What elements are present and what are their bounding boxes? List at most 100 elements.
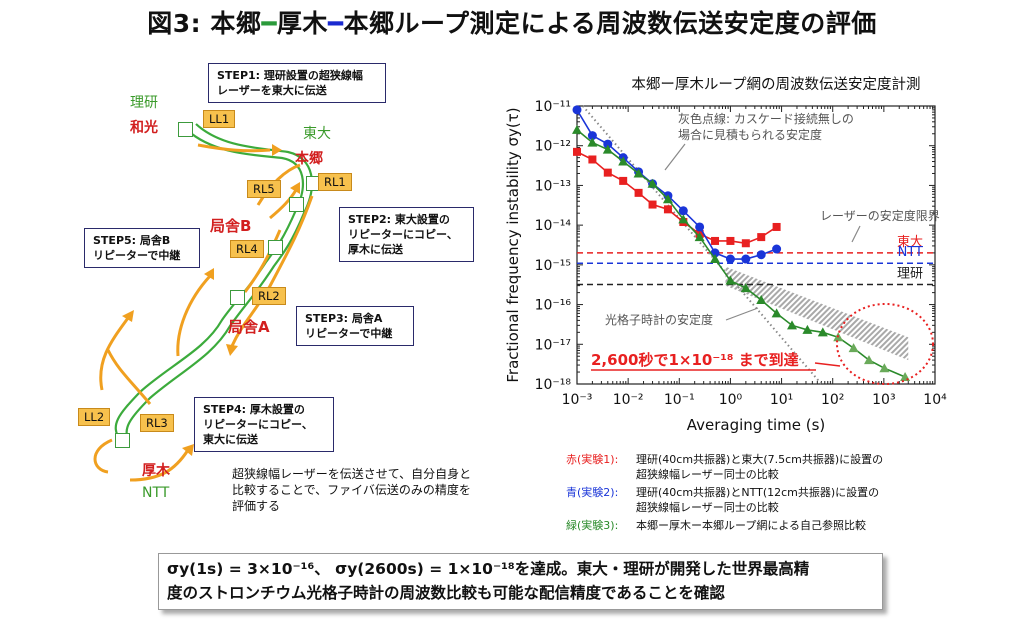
- data-point-red: [772, 222, 781, 231]
- y-tick-label: 10⁻¹⁵: [535, 258, 571, 274]
- x-tick-label: 10⁴: [923, 392, 947, 408]
- chart-title: 本郷ー厚木ループ網の周波数伝送安定度計測: [631, 76, 920, 93]
- data-point-red: [588, 155, 597, 164]
- step1-box: STEP1: 理研設置の超狭線幅 レーザーを東大に伝送: [208, 63, 386, 103]
- data-point-green: [647, 178, 658, 188]
- annotation-reached: 2,600秒で1×10⁻¹⁸ まで到達: [591, 351, 799, 369]
- data-point-red: [603, 168, 612, 177]
- node-wako: [178, 122, 193, 137]
- step2-line1: STEP2: 東大設置の: [348, 213, 450, 226]
- lattice-clock-band: [725, 266, 909, 361]
- data-point-green: [678, 214, 689, 224]
- data-point-blue: [587, 131, 597, 141]
- x-tick-label: 10²: [821, 392, 844, 408]
- label-kyokusha-b: 局舎B: [210, 217, 252, 235]
- data-point-red: [726, 236, 735, 245]
- x-tick-label: 10⁻³: [562, 392, 593, 408]
- step3-box: STEP3: 局舎A リピーターで中継: [296, 306, 414, 346]
- data-point-blue: [695, 222, 705, 232]
- plot-frame: [576, 105, 936, 385]
- data-point-green: [694, 232, 705, 242]
- step1-line2: レーザーを東大に伝送: [217, 84, 327, 97]
- tag-rl5: RL5: [247, 180, 281, 198]
- cascade-estimate-line: [582, 105, 823, 385]
- data-point-blue: [741, 254, 751, 264]
- data-point-green: [602, 144, 613, 154]
- legend-text-2: 理研(40cm共振器)とNTT(12cm共振器)に設置の 超狭線幅レーザー同士の…: [636, 485, 946, 515]
- data-point-blue: [772, 244, 782, 254]
- limit-label: NTT: [898, 245, 923, 260]
- highlight-circle: [836, 303, 934, 385]
- data-point-green: [725, 275, 736, 285]
- data-point-green: [662, 194, 673, 204]
- step2-box: STEP2: 東大設置の リピーターにコピー、 厚木に伝送: [339, 207, 474, 262]
- data-point-green: [756, 295, 767, 305]
- legend-item-2: 青(実験2): 理研(40cm共振器)とNTT(12cm共振器)に設置の 超狭線…: [566, 485, 879, 514]
- series-line-3: [576, 129, 906, 378]
- data-point-red: [711, 236, 720, 245]
- lattice-pointer: [725, 307, 759, 321]
- label-riken: 理研: [130, 95, 158, 111]
- reached-pointer: [814, 362, 841, 367]
- summary-box: σy(1s) = 3×10⁻¹⁶、 σy(2600s) = 1×10⁻¹⁸を達成…: [158, 553, 883, 610]
- label-ntt: NTT: [142, 485, 170, 501]
- step4-line1: STEP4: 厚木設置の: [203, 403, 305, 416]
- step5-box: STEP5: 局舎B リピーターで中継: [84, 228, 200, 268]
- data-point-green: [710, 254, 721, 264]
- x-tick-label: 10³: [872, 392, 895, 408]
- data-point-green: [587, 137, 598, 147]
- legend-text-1a: 理研(40cm共振器)と東大(7.5cm共振器)に設置の: [636, 453, 884, 466]
- y-tick-label: 10⁻¹¹: [535, 99, 571, 115]
- note-line2: 比較することで、ファイバ伝送のみの精度を: [232, 483, 471, 497]
- data-point-green: [848, 343, 859, 353]
- tag-rl3: RL3: [140, 414, 174, 432]
- data-point-green: [863, 355, 874, 365]
- node-atsugi: [115, 433, 130, 448]
- tag-ll1: LL1: [203, 110, 236, 128]
- step5-line1: STEP5: 局舎B: [93, 234, 171, 247]
- data-point-green: [618, 156, 629, 166]
- y-tick-label: 10⁻¹³: [535, 178, 571, 194]
- data-point-green: [879, 363, 890, 373]
- data-point-blue: [756, 250, 766, 260]
- y-tick-label: 10⁻¹²: [535, 139, 571, 155]
- data-point-green: [572, 124, 582, 134]
- step1-line1: STEP1: 理研設置の超狭線幅: [217, 69, 363, 82]
- x-tick-label: 10⁻²: [613, 392, 644, 408]
- data-point-red: [663, 205, 672, 214]
- legend-label-1: 赤(実験1):: [566, 453, 619, 466]
- tag-rl2: RL2: [252, 287, 286, 305]
- annotation-gray-pointer: [664, 143, 686, 171]
- step3-line1: STEP3: 局舎A: [305, 312, 383, 325]
- annotation-gray-1: 灰色点線: カスケード接続無しの: [678, 111, 854, 126]
- x-tick-label: 10⁰: [719, 392, 743, 408]
- y-tick-label: 10⁻¹⁴: [535, 218, 572, 234]
- data-point-green: [787, 320, 798, 330]
- legend-text-1: 理研(40cm共振器)と東大(7.5cm共振器)に設置の 超狭線幅レーザー同士の…: [636, 452, 946, 482]
- data-point-blue: [725, 254, 735, 264]
- x-axis-label: Averaging time (s): [687, 416, 826, 434]
- label-hongo: 本郷: [295, 151, 323, 167]
- legend-text-2a: 理研(40cm共振器)とNTT(12cm共振器)に設置の: [636, 486, 880, 499]
- fiber-route-diagram: [93, 123, 314, 482]
- legend-label-2: 青(実験2):: [566, 486, 619, 499]
- y-tick-label: 10⁻¹⁷: [535, 337, 571, 353]
- step2-line3: 厚木に伝送: [348, 243, 403, 256]
- node-kyokusha-b: [268, 240, 283, 255]
- node-hongo-2: [289, 197, 304, 212]
- data-point-green: [802, 324, 813, 334]
- y-tick-label: 10⁻¹⁸: [535, 377, 572, 393]
- legend-item-1: 赤(実験1): 理研(40cm共振器)と東大(7.5cm共振器)に設置の 超狭線…: [566, 452, 883, 481]
- diagram-note: 超狭線幅レーザーを伝送させて、自分自身と 比較することで、ファイバ伝送のみの精度…: [232, 466, 471, 514]
- legend-text-2b: 超狭線幅レーザー同士の比較: [636, 501, 779, 514]
- annotation-lattice-clock: 光格子時計の安定度: [605, 312, 713, 327]
- data-point-green: [740, 283, 751, 293]
- data-point-green: [633, 168, 644, 178]
- step3-line2: リピーターで中継: [305, 327, 393, 340]
- tag-ll2: LL2: [78, 408, 111, 426]
- annotation-laser-limit: レーザーの安定度限界: [820, 208, 940, 223]
- label-atsugi: 厚木: [142, 463, 170, 479]
- x-tick-label: 10⁻¹: [664, 392, 695, 408]
- legend-text-3: 本郷ー厚木ー本郷ループ網による自己参照比較: [636, 519, 867, 532]
- data-point-green: [817, 327, 828, 337]
